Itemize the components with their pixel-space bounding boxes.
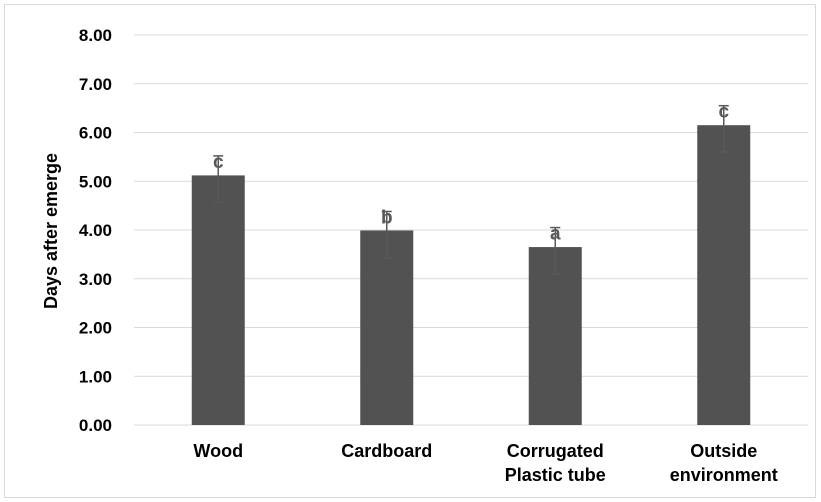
bars xyxy=(191,125,751,425)
y-axis-title: Days after emerge xyxy=(41,153,61,309)
significance-letters: c b a c xyxy=(213,102,730,245)
bar xyxy=(360,230,414,425)
bar xyxy=(191,175,245,425)
x-category-label: Outside xyxy=(690,441,757,461)
x-category-label: Corrugated xyxy=(507,441,604,461)
bar xyxy=(528,247,582,425)
y-tick-label: 2.00 xyxy=(79,319,112,338)
y-tick-label: 3.00 xyxy=(79,270,112,289)
x-category-label: Wood xyxy=(193,441,243,461)
significance-letter: c xyxy=(718,102,729,123)
y-tick-label: 0.00 xyxy=(79,416,112,435)
y-tick-label: 4.00 xyxy=(79,221,112,240)
y-tick-label: 7.00 xyxy=(79,75,112,94)
significance-letter: a xyxy=(550,224,561,245)
y-axis-ticks: 0.00 1.00 2.00 3.00 4.00 5.00 6.00 7.00 8.00 xyxy=(79,26,112,435)
significance-letter: c xyxy=(213,152,224,173)
y-tick-label: 1.00 xyxy=(79,367,112,386)
x-category-label: environment xyxy=(670,465,778,485)
y-tick-label: 5.00 xyxy=(79,172,112,191)
x-category-label: Cardboard xyxy=(341,441,432,461)
error-bars xyxy=(213,104,729,275)
significance-letter: b xyxy=(381,207,393,228)
y-tick-label: 6.00 xyxy=(79,124,112,143)
y-tick-label: 8.00 xyxy=(79,26,112,45)
x-axis-labels: Wood Cardboard Corrugated Plastic tube Outsi… xyxy=(193,441,777,485)
x-category-label: Plastic tube xyxy=(505,465,606,485)
bar xyxy=(697,125,751,425)
gridlines xyxy=(134,34,808,426)
